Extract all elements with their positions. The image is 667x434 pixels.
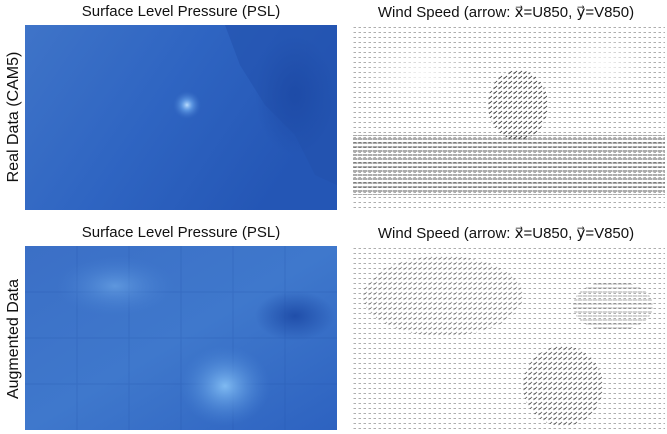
psl-image <box>25 246 337 430</box>
panel-title: Surface Level Pressure (PSL) <box>25 224 337 241</box>
wind-image <box>353 25 665 210</box>
panel-title: Wind Speed (arrow: x⃗=U850, y⃗=V850) <box>345 224 667 242</box>
row-label: Real Data (CAM5) <box>5 22 23 212</box>
row-label: Augmented Data <box>5 244 23 434</box>
figure: Surface Level Pressure (PSL) Wind Speed … <box>0 0 667 432</box>
wind-image <box>353 246 665 430</box>
psl-image <box>25 25 337 210</box>
panel-title: Wind Speed (arrow: x⃗=U850, y⃗=V850) <box>345 3 667 21</box>
panel-title: Surface Level Pressure (PSL) <box>25 3 337 20</box>
